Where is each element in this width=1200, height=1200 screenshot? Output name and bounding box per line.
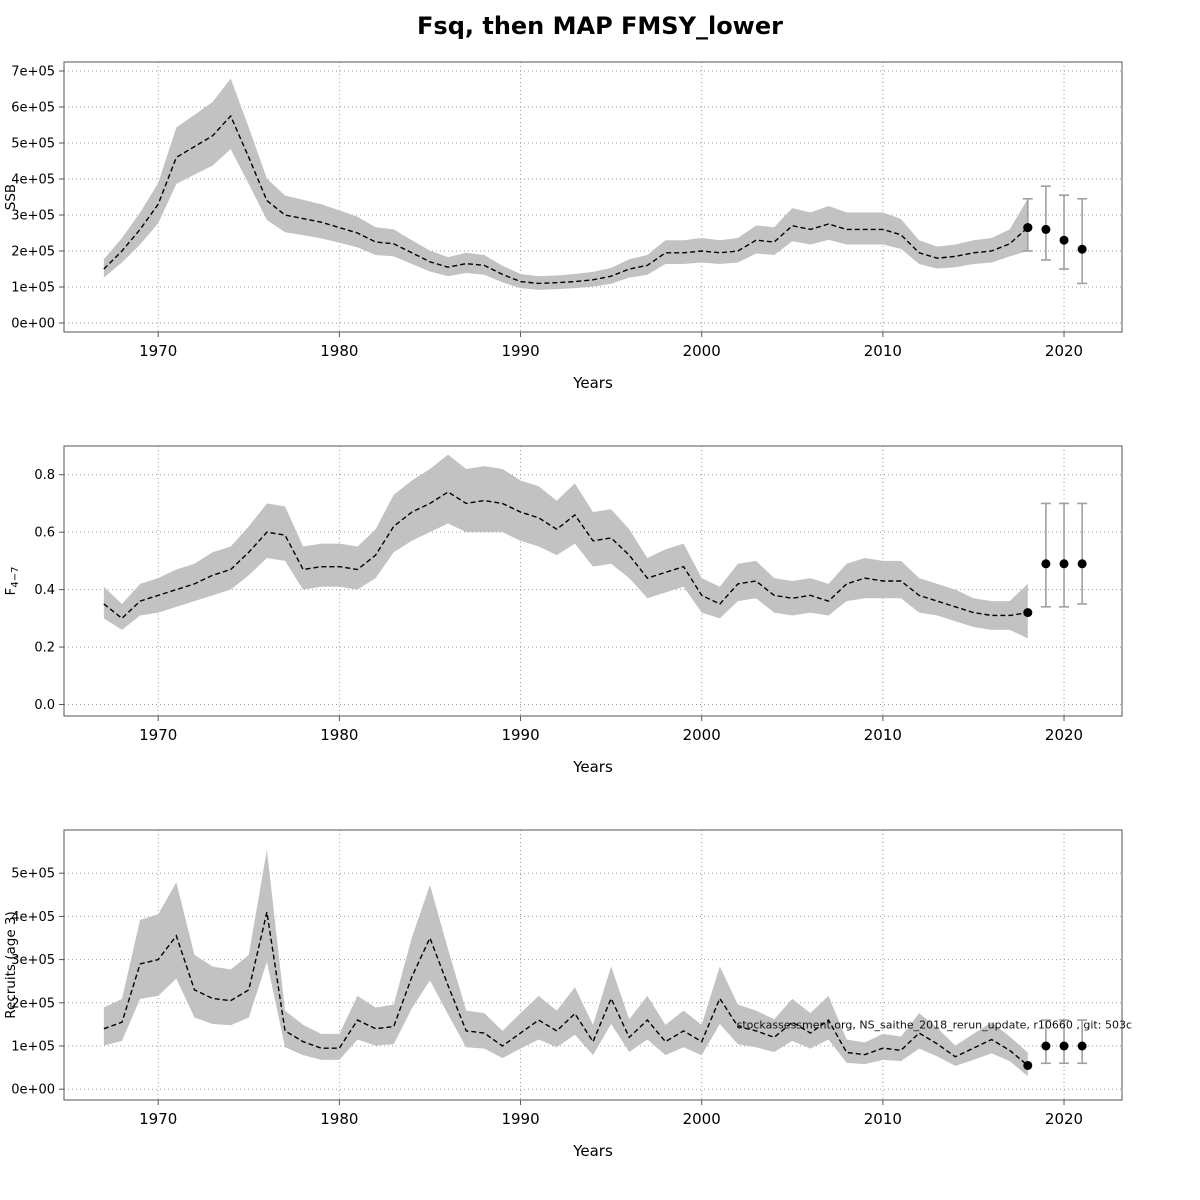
- y-tick-label: 0.6: [34, 526, 55, 541]
- median-line: [103, 114, 1029, 285]
- y-tick-label: 0.2: [34, 641, 55, 656]
- x-tick-label: 1980: [320, 1110, 358, 1128]
- confidence-band: [103, 78, 1028, 290]
- y-tick-label: 2e+05: [11, 245, 55, 260]
- y-tick-label: 0.0: [34, 698, 55, 713]
- forecast-points: [1040, 1019, 1088, 1065]
- forecast-points: [1040, 502, 1088, 608]
- median-line: [103, 491, 1028, 620]
- x-axis-title: Years: [572, 1142, 613, 1160]
- forecast-dot: [1077, 559, 1087, 569]
- x-tick-label: 2010: [864, 1110, 902, 1128]
- x-tick-label: 1970: [139, 1110, 177, 1128]
- forecast-dot: [1059, 559, 1069, 569]
- y-tick-label: 5e+05: [11, 137, 55, 152]
- y-tick-label: 4e+05: [11, 910, 55, 925]
- x-tick-label: 1970: [139, 726, 177, 744]
- x-tick-label: 2010: [864, 726, 902, 744]
- x-tick-label: 2020: [1045, 342, 1083, 360]
- recruits-chart: 1970 1980 1990 2000 2010 2020 0e+00 1e+05 2e+05 3…: [3, 829, 1132, 1160]
- ssb-chart: 1970 1980 1990 2000 2010 2020 0e+00 1e+05 2e+05 3…: [3, 61, 1123, 393]
- final-estimate-dot: [1023, 223, 1033, 233]
- forecast-dot: [1059, 235, 1069, 245]
- forecast-dot: [1077, 1041, 1087, 1051]
- median-line: [103, 911, 1029, 1066]
- x-axis-title: Years: [572, 374, 613, 392]
- forecast-points: [1022, 185, 1088, 285]
- x-tick-label: 1980: [320, 342, 358, 360]
- y-tick-label: 6e+05: [11, 101, 55, 116]
- x-tick-label: 2010: [864, 342, 902, 360]
- forecast-dot: [1041, 1041, 1051, 1051]
- figure-title: Fsq, then MAP FMSY_lower: [417, 12, 783, 40]
- confidence-band: [103, 454, 1028, 639]
- y-tick-label: 1e+05: [11, 281, 55, 296]
- forecast-dot: [1077, 244, 1087, 254]
- plot-border: [63, 61, 1123, 333]
- y-tick-label: 0.8: [34, 468, 55, 483]
- final-estimate-dot: [1023, 608, 1033, 618]
- y-tick-label: 0e+00: [11, 1083, 55, 1098]
- gridlines: [64, 446, 1122, 716]
- y-tick-label: 5e+05: [11, 867, 55, 882]
- x-tick-label: 1970: [139, 342, 177, 360]
- y-tick-label: 3e+05: [11, 209, 55, 224]
- plot-border: [63, 445, 1123, 717]
- watermark-text: stockassessment.org, NS_saithe_2018_reru…: [737, 1019, 1132, 1032]
- axis-labels: 1970 1980 1990 2000 2010 2020 0e+00 1e+05 2e+05 3…: [3, 65, 1083, 393]
- confidence-band: [103, 849, 1028, 1077]
- y-tick-label: 3e+05: [11, 953, 55, 968]
- x-tick-label: 2020: [1045, 1110, 1083, 1128]
- y-tick-label: 2e+05: [11, 996, 55, 1011]
- y-axis-title: SSB: [3, 184, 19, 210]
- y-tick-label: 7e+05: [11, 65, 55, 80]
- y-tick-label: 0e+00: [11, 317, 55, 332]
- forecast-dot: [1041, 559, 1051, 569]
- plot-border: [63, 829, 1123, 1101]
- y-tick-label: 0.4: [34, 583, 55, 598]
- x-tick-label: 2000: [683, 726, 721, 744]
- y-axis-title: Recruits (age 3): [3, 911, 19, 1019]
- gridlines: [64, 62, 1122, 332]
- final-estimate-dot: [1023, 1060, 1033, 1070]
- x-tick-label: 1980: [320, 726, 358, 744]
- fbar-chart: 1970 1980 1990 2000 2010 2020 0.0 0.2 0.4 0.6 0.8 Y…: [3, 445, 1123, 776]
- x-tick-label: 2020: [1045, 726, 1083, 744]
- x-axis-title: Years: [572, 758, 613, 776]
- forecast-dot: [1059, 1041, 1069, 1051]
- axis-labels: 1970 1980 1990 2000 2010 2020 0.0 0.2 0.4 0.6 0.8 Y…: [3, 468, 1083, 776]
- x-tick-label: 1990: [501, 726, 539, 744]
- x-tick-label: 1990: [501, 1110, 539, 1128]
- x-tick-label: 2000: [683, 1110, 721, 1128]
- y-tick-label: 1e+05: [11, 1040, 55, 1055]
- forecast-dot: [1041, 224, 1051, 234]
- y-axis-title: F4−7: [3, 567, 21, 596]
- y-tick-label: 4e+05: [11, 173, 55, 188]
- x-tick-label: 1990: [501, 342, 539, 360]
- axis-labels: 1970 1980 1990 2000 2010 2020 0e+00 1e+05 2e+05 3…: [3, 867, 1132, 1160]
- x-tick-label: 2000: [683, 342, 721, 360]
